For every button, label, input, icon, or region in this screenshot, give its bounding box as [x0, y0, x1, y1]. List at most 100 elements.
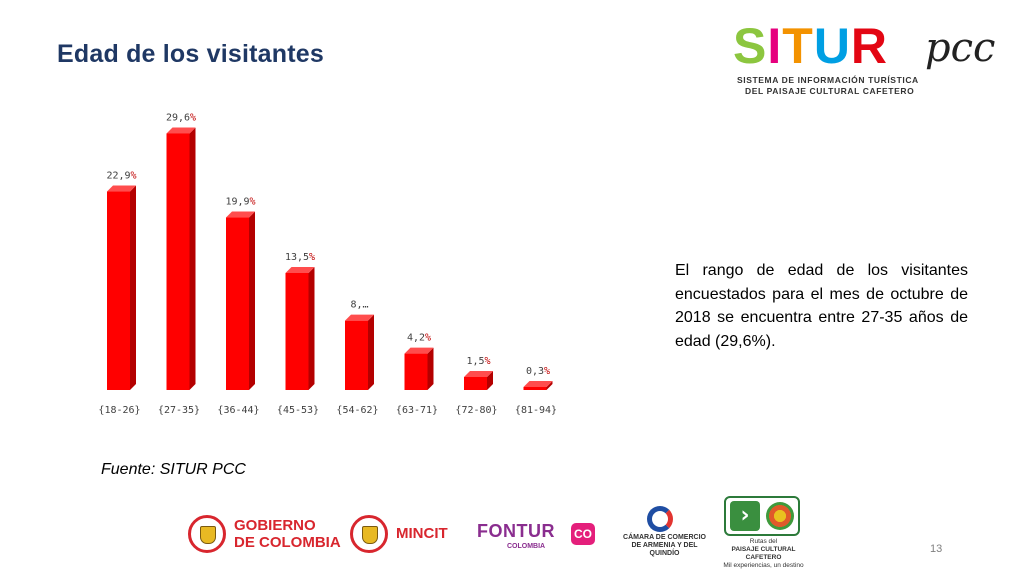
value-percent: %: [544, 366, 550, 377]
category-label: {18-26}: [98, 405, 140, 416]
value-number: 13,5: [285, 252, 309, 263]
value-number: 4,2: [407, 333, 425, 344]
value-label: 13,5%: [285, 252, 315, 263]
source-note: Fuente: SITUR PCC: [101, 461, 246, 478]
rutas-text: Rutas del PAISAJE CULTURAL CAFETERO Mil …: [716, 538, 811, 570]
bar-front: [464, 377, 487, 390]
bar-{36-44}: [226, 211, 255, 390]
value-number: 0,3: [526, 366, 544, 377]
bar-top: [523, 381, 553, 387]
camara-text: CÁMARA DE COMERCIO DE ARMENIA Y DEL QUIN…: [617, 534, 712, 558]
situr-wordmark: SITUR: [733, 18, 888, 74]
value-label: 1,5%: [466, 356, 490, 367]
brand-letter: T: [782, 18, 814, 74]
situr-pcc-logo: SITUR pcc SISTEMA DE INFORMACIÓN TURÍSTI…: [733, 18, 1003, 98]
brand-letter: I: [767, 18, 783, 74]
value-label: 0,3%: [526, 366, 550, 377]
value-percent: %: [190, 112, 196, 123]
value-label: 19,9%: [225, 197, 255, 208]
brand-suffix: pcc: [925, 25, 996, 71]
bar-{72-80}: [464, 371, 493, 390]
camara-mark-icon: [647, 506, 673, 532]
category-label: {81-94}: [515, 405, 557, 416]
bar-{45-53}: [285, 267, 315, 390]
flower-icon: [766, 502, 794, 530]
bar-side: [368, 314, 374, 390]
value-percent: %: [485, 356, 491, 367]
rutas-line1: Rutas del: [749, 538, 778, 545]
bar-side: [487, 371, 493, 390]
bar-front: [285, 273, 309, 390]
bar-{27-35}: [166, 127, 196, 390]
bar-side: [308, 267, 315, 390]
gobierno-text: GOBIERNO DE COLOMBIA: [234, 517, 341, 551]
brand-tagline-1: SISTEMA DE INFORMACIÓN TURÍSTICA: [737, 75, 919, 85]
gobierno-line1: GOBIERNO: [234, 517, 316, 534]
chart-bars: [107, 127, 553, 390]
mincit-text: MINCIT: [396, 525, 448, 542]
rutas-mark-icon: ›: [724, 496, 800, 536]
value-percent: %: [250, 197, 256, 208]
bar-front: [523, 387, 547, 390]
colombia-seal-icon: [188, 515, 226, 553]
category-label: {54-62}: [336, 405, 378, 416]
bar-{81-94}: [523, 381, 553, 390]
bar-top: [166, 127, 196, 134]
value-percent: %: [309, 252, 315, 263]
rutas-line3: Mil experiencias, un destino: [723, 562, 804, 569]
value-label: 8,…: [350, 300, 368, 311]
camara-line1: CÁMARA DE COMERCIO: [623, 534, 706, 541]
bar-side: [130, 185, 136, 390]
bar-{18-26}: [107, 185, 136, 390]
value-label: 29,6%: [166, 112, 196, 123]
camara-comercio-logo: CÁMARA DE COMERCIO DE ARMENIA Y DEL QUIN…: [617, 506, 712, 558]
bar-front: [345, 320, 368, 390]
value-label: 4,2%: [407, 333, 431, 344]
bar-side: [189, 127, 196, 390]
category-label: {63-71}: [396, 405, 438, 416]
brand-letter: R: [850, 18, 889, 74]
bar-front: [226, 217, 249, 390]
value-label: 22,9%: [106, 171, 136, 182]
gobierno-line2: DE COLOMBIA: [234, 534, 341, 551]
bar-side: [249, 211, 255, 390]
category-label: {45-53}: [277, 405, 319, 416]
bar-top: [226, 211, 255, 218]
bar-top: [464, 371, 493, 377]
bar-{63-71}: [404, 347, 434, 390]
rutas-paisaje-logo: › Rutas del PAISAJE CULTURAL CAFETERO Mi…: [716, 496, 811, 569]
bar-top: [285, 267, 315, 273]
arrow-right-icon: ›: [730, 501, 760, 531]
category-label: {72-80}: [455, 405, 497, 416]
value-number: 8,…: [350, 300, 368, 311]
bar-top: [107, 185, 136, 192]
page-number: 13: [930, 543, 943, 555]
value-percent: %: [131, 171, 137, 182]
value-number: 22,9: [106, 171, 130, 182]
brand-letter: S: [733, 18, 768, 74]
chart-category-labels: {18-26} {27-35} {36-44} {45-53} {54-62} {63-7…: [98, 405, 557, 416]
bar-front: [166, 133, 190, 390]
fontur-sub: COLOMBIA: [507, 543, 546, 550]
fontur-logo: FONTUR COLOMBIA CO: [477, 521, 595, 550]
value-number: 1,5: [466, 356, 484, 367]
colombia-seal-icon: [350, 515, 388, 553]
bar-front: [107, 191, 130, 390]
value-number: 29,6: [166, 112, 190, 123]
value-percent: %: [425, 333, 431, 344]
chart-value-labels: 22,9%29,6%19,9%13,5%8,…4,2%1,5%0,3%: [106, 112, 550, 377]
value-number: 19,9: [225, 197, 249, 208]
bar-top: [345, 314, 374, 321]
category-label: {27-35}: [158, 405, 200, 416]
co-badge-icon: CO: [571, 523, 595, 545]
camara-line2: DE ARMENIA Y DEL QUINDÍO: [631, 542, 698, 557]
summary-text: El rango de edad de los visitantes encue…: [675, 262, 968, 350]
bar-{54-62}: [345, 314, 374, 390]
rutas-line2: PAISAJE CULTURAL CAFETERO: [731, 546, 796, 561]
bar-front: [404, 353, 428, 390]
brand-tagline-2: DEL PAISAJE CULTURAL CAFETERO: [745, 86, 915, 96]
bar-top: [404, 347, 434, 354]
slide-title: Edad de los visitantes: [57, 40, 324, 68]
bar-side: [546, 381, 553, 390]
fontur-word: FONTUR: [477, 521, 555, 541]
